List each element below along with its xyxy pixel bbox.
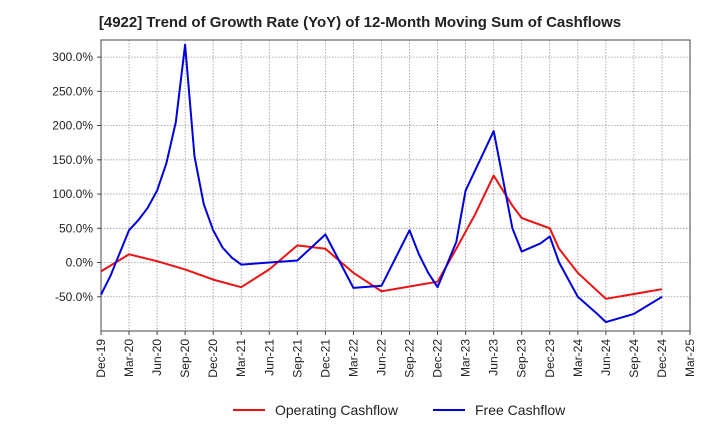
x-tick-label: Jun-23 <box>487 339 501 376</box>
legend: Operating Cashflow Free Cashflow <box>233 402 566 418</box>
plot-frame <box>100 39 691 332</box>
x-tick-label: Jun-24 <box>599 339 613 376</box>
x-tick-label: Dec-20 <box>206 339 220 378</box>
chart-title: [4922] Trend of Growth Rate (YoY) of 12-… <box>98 14 622 31</box>
x-tick-label: Sep-22 <box>403 339 417 378</box>
x-tick-label: Mar-24 <box>571 339 585 377</box>
legend-label-operating-cashflow: Operating Cashflow <box>275 402 399 418</box>
y-tick-label: 0.0% <box>66 256 94 270</box>
x-tick-label: Mar-20 <box>122 339 136 377</box>
x-tick-label: Mar-22 <box>346 339 360 377</box>
series-line-operating-cashflow <box>100 174 663 300</box>
x-tick-label: Jun-20 <box>150 339 164 376</box>
x-tick-label: Dec-19 <box>94 339 108 378</box>
x-tick-label: Jun-21 <box>262 339 276 376</box>
x-tick-label: Jun-22 <box>374 339 388 376</box>
x-tick-label: Mar-25 <box>683 339 697 377</box>
series-line-free-cashflow <box>100 43 663 324</box>
x-tick-label: Sep-23 <box>515 339 529 378</box>
series-lines <box>100 43 663 324</box>
axes: -50.0% 0.0% 50.0% 100.0% 150.0% 200.0% 250.0% 3… <box>52 39 697 378</box>
grid <box>100 40 691 331</box>
y-tick-label: 250.0% <box>52 84 93 98</box>
x-tick-label: Sep-21 <box>290 339 304 378</box>
x-tick-label: Dec-23 <box>543 339 557 378</box>
x-tick-label: Sep-24 <box>627 339 641 378</box>
x-tick-label: Mar-23 <box>459 339 473 377</box>
y-tick-label: 300.0% <box>52 50 93 64</box>
x-tick-label: Dec-22 <box>431 339 445 378</box>
x-tick-label: Sep-20 <box>178 339 192 378</box>
x-tick-label: Dec-21 <box>318 339 332 378</box>
y-tick-label: 200.0% <box>52 119 93 133</box>
y-tick-label: 150.0% <box>52 153 93 167</box>
y-tick-label: 100.0% <box>52 187 93 201</box>
legend-label-free-cashflow: Free Cashflow <box>475 402 566 418</box>
y-tick-label: 50.0% <box>59 221 93 235</box>
y-tick-label: -50.0% <box>55 290 93 304</box>
x-tick-label: Mar-21 <box>234 339 248 377</box>
x-tick-label: Dec-24 <box>655 339 669 378</box>
